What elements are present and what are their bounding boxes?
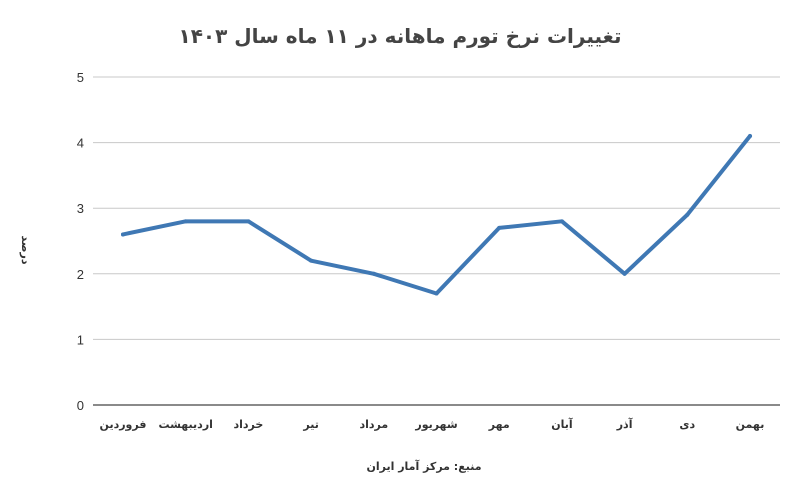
y-tick-label: 3 — [77, 201, 84, 216]
x-tick-label: آبان — [551, 417, 573, 431]
gridlines — [93, 76, 780, 406]
data-point — [371, 271, 376, 276]
chart-title: تغییرات نرخ تورم ماهانه در ۱۱ ماه سال ۱۴… — [179, 24, 622, 48]
data-point — [559, 219, 564, 224]
y-tick-label: 5 — [77, 70, 84, 85]
y-tick-label: 0 — [77, 398, 84, 413]
y-axis-ticks: 0 1 2 3 4 5 — [77, 70, 84, 413]
x-tick-label: تیر — [302, 418, 318, 431]
x-tick-label: فروردین — [100, 418, 147, 431]
x-tick-label: دی — [679, 418, 695, 431]
x-axis-label: منبع: مرکز آمار ایران — [366, 459, 481, 473]
data-point — [497, 225, 502, 230]
x-axis-ticks: فروردین اردیبهشت خرداد تیر مرداد شهریور مهر آبا… — [100, 417, 765, 431]
x-tick-label: خرداد — [233, 418, 263, 431]
data-point — [434, 291, 439, 296]
data-point — [246, 219, 251, 224]
x-tick-label: اردیبهشت — [158, 418, 212, 431]
data-point — [622, 271, 627, 276]
series-group — [121, 134, 752, 296]
data-point — [121, 232, 125, 237]
y-tick-label: 4 — [77, 136, 84, 151]
y-tick-label: 1 — [77, 332, 84, 347]
series-line — [121, 134, 752, 296]
data-point — [685, 212, 690, 217]
y-axis-label: درصد — [19, 236, 32, 265]
data-point — [183, 219, 188, 224]
x-tick-label: مهر — [488, 418, 510, 431]
x-tick-label: شهریور — [414, 418, 457, 431]
x-tick-label: مرداد — [359, 418, 388, 431]
data-point — [748, 134, 752, 139]
y-tick-label: 2 — [77, 267, 84, 282]
data-point — [309, 258, 314, 263]
x-tick-label: آذر — [616, 417, 633, 431]
x-tick-label: بهمن — [736, 418, 765, 431]
